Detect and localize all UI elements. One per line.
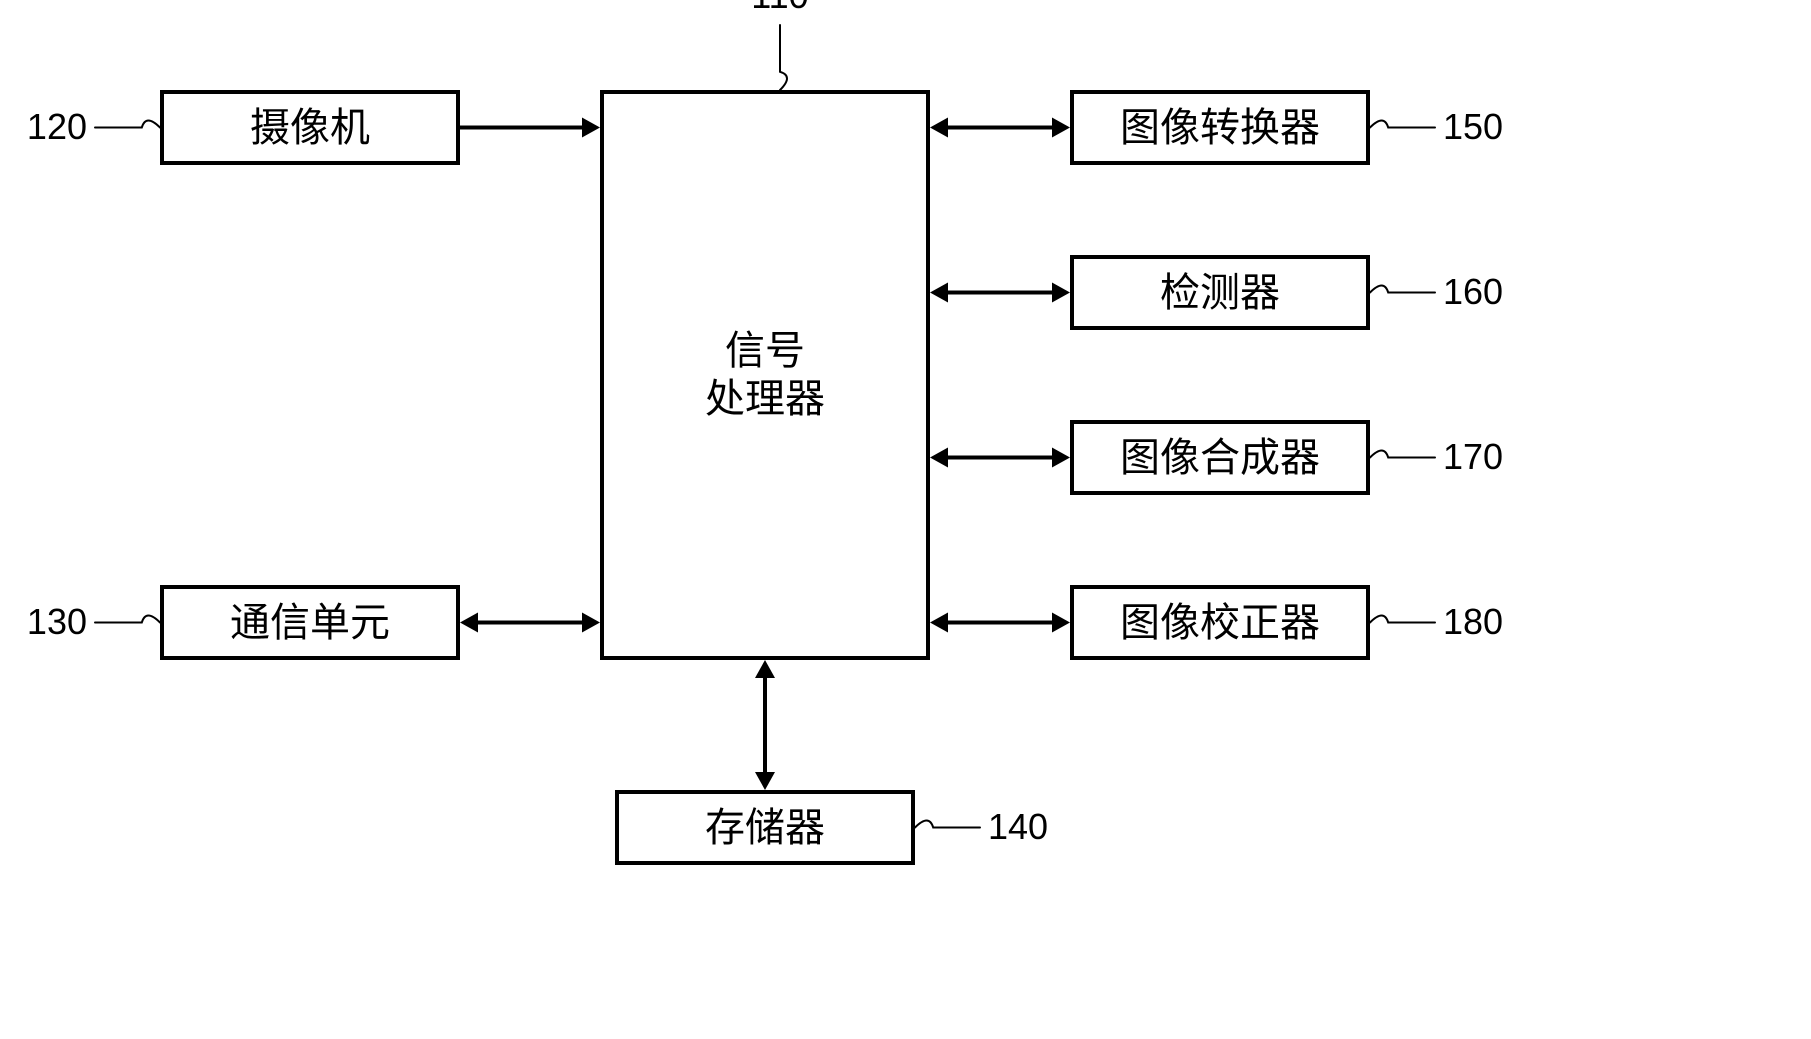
node-detector: 检测器 [1070, 255, 1370, 330]
node-signal_processor: 信号 处理器 [600, 90, 930, 660]
node-image_corrector: 图像校正器 [1070, 585, 1370, 660]
ref-label-camera: 120 [27, 106, 87, 148]
ref-label-detector: 160 [1443, 271, 1503, 313]
ref-label-image_converter: 150 [1443, 106, 1503, 148]
node-camera: 摄像机 [160, 90, 460, 165]
diagram-stage: 信号 处理器 摄像机通信单元存储器 图像转换器检测器图像合成器图像校正器 110 120… [0, 0, 1811, 1039]
ref-label-image_compositor: 170 [1443, 436, 1503, 478]
node-image_converter: 图像转换器 [1070, 90, 1370, 165]
node-memory: 存储器 [615, 790, 915, 865]
ref-label-comm_unit: 130 [27, 601, 87, 643]
ref-label-memory: 140 [988, 806, 1048, 848]
node-image_compositor: 图像合成器 [1070, 420, 1370, 495]
ref-label-signal_processor: 110 [740, 0, 820, 17]
ref-label-image_corrector: 180 [1443, 601, 1503, 643]
node-comm_unit: 通信单元 [160, 585, 460, 660]
